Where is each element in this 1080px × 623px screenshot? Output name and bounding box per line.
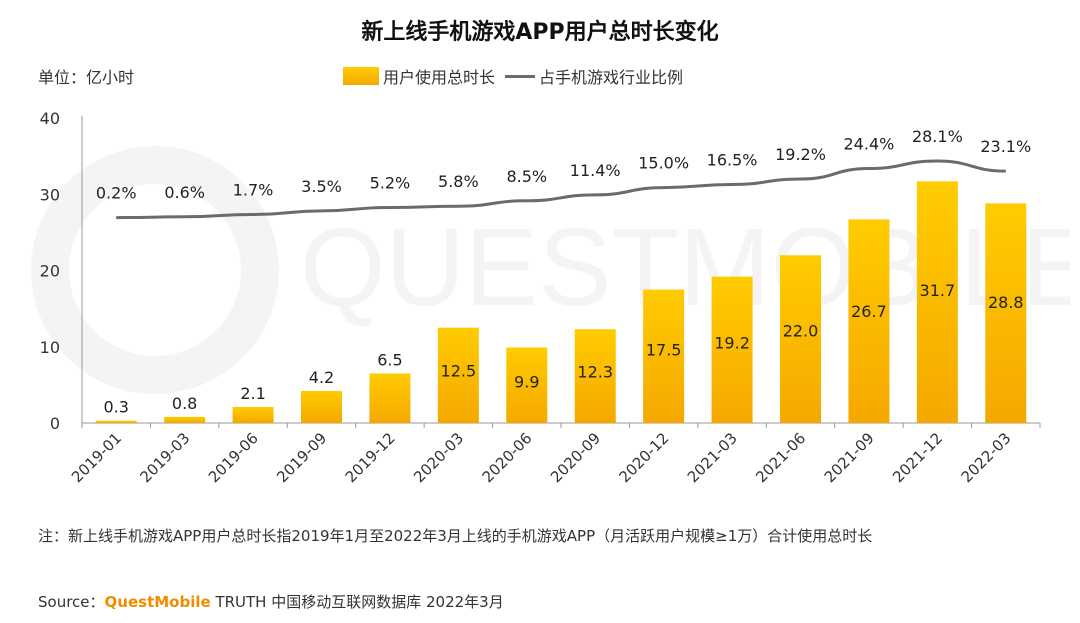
bar-value-label: 12.5	[441, 362, 477, 381]
x-tick-label: 2020-06	[479, 429, 536, 486]
bar	[916, 181, 958, 423]
share-value-label: 16.5%	[707, 151, 758, 170]
share-value-label: 5.8%	[438, 172, 479, 191]
share-value-label: 28.1%	[912, 127, 963, 146]
chart-title: 新上线手机游戏APP用户总时长变化	[361, 20, 719, 45]
share-value-label: 15.0%	[638, 154, 689, 173]
bar	[232, 406, 274, 423]
bar-value-label: 9.9	[514, 372, 539, 391]
bar	[369, 373, 411, 423]
x-tick-label: 2020-03	[410, 429, 467, 486]
y-tick-label: 20	[40, 262, 60, 281]
share-value-label: 24.4%	[844, 135, 895, 154]
source-rest: TRUTH 中国移动互联网数据库 2022年3月	[210, 593, 504, 611]
bar-value-label: 19.2	[714, 333, 750, 352]
share-value-label: 23.1%	[980, 137, 1031, 156]
share-value-label: 5.2%	[370, 173, 411, 192]
share-value-label: 0.6%	[164, 183, 205, 202]
y-tick-label: 30	[40, 185, 60, 204]
x-tick-label: 2021-06	[752, 429, 809, 486]
y-tick-label: 10	[40, 338, 60, 357]
x-tick-label: 2021-03	[684, 429, 741, 486]
legend-line-label: 占手机游戏行业比例	[539, 68, 684, 87]
legend-line-swatch	[505, 74, 536, 78]
x-tick-label: 2019-12	[342, 429, 399, 486]
share-value-label: 19.2%	[775, 145, 826, 164]
share-value-label: 3.5%	[301, 177, 342, 196]
x-tick-label: 2022-03	[958, 429, 1015, 486]
legend-bar-swatch	[343, 67, 379, 85]
bar-value-label: 4.2	[309, 368, 334, 387]
bar-value-label: 31.7	[920, 281, 956, 300]
bar-value-label: 0.8	[172, 394, 197, 413]
share-line	[116, 159, 1006, 220]
bar	[780, 255, 821, 423]
legend-item-line: 占手机游戏行业比例	[505, 64, 683, 88]
watermark-logo-ring	[31, 146, 279, 394]
legend-item-bar: 用户使用总时长	[343, 64, 495, 88]
x-tick-label: 2021-09	[821, 429, 878, 486]
unit-label: 单位：亿小时	[38, 68, 135, 87]
bar	[164, 416, 206, 423]
bar	[985, 203, 1027, 423]
y-tick-label: 40	[40, 109, 60, 128]
x-tick-label: 2019-03	[136, 429, 193, 486]
bar	[574, 329, 616, 423]
source-prefix: Source：	[38, 593, 105, 611]
legend: 用户使用总时长 占手机游戏行业比例	[343, 64, 683, 88]
x-tick-label: 2019-01	[68, 429, 125, 486]
bar	[301, 390, 342, 423]
bar-value-label: 28.8	[988, 293, 1024, 312]
x-tick-label: 2021-12	[889, 429, 946, 486]
share-value-label: 8.5%	[506, 167, 547, 186]
bar	[643, 289, 685, 423]
bar-value-label: 26.7	[851, 302, 887, 321]
bar	[848, 219, 890, 423]
bar-value-label: 6.5	[377, 350, 402, 369]
source-line: Source：QuestMobile TRUTH 中国移动互联网数据库 2022…	[38, 591, 504, 612]
bar-value-label: 12.3	[577, 362, 613, 381]
source-brand: QuestMobile	[104, 593, 211, 611]
x-tick-label: 2020-09	[547, 429, 604, 486]
bar	[711, 276, 753, 423]
bar	[437, 327, 479, 423]
bar-value-label: 17.5	[646, 341, 682, 360]
chart: 0 10 20 30 40 2019-01 2019-03 2019-06 2019-09 201…	[40, 109, 1041, 486]
bar	[95, 420, 137, 423]
x-tick-label: 2020-12	[615, 429, 672, 486]
y-tick-label: 0	[50, 414, 60, 433]
footnote: 注：新上线手机游戏APP用户总时长指2019年1月至2022年3月上线的手机游戏…	[38, 527, 873, 545]
share-value-label: 0.2%	[96, 184, 137, 203]
x-tick-label: 2019-06	[205, 429, 262, 486]
bar-value-label: 22.0	[783, 322, 819, 341]
share-value-label: 1.7%	[233, 181, 274, 200]
legend-bar-label: 用户使用总时长	[383, 68, 496, 87]
bar	[506, 347, 548, 423]
x-tick-label: 2019-09	[273, 429, 330, 486]
bar-value-label: 2.1	[240, 384, 265, 403]
bar-value-label: 0.3	[103, 398, 128, 417]
share-value-label: 11.4%	[570, 161, 621, 180]
